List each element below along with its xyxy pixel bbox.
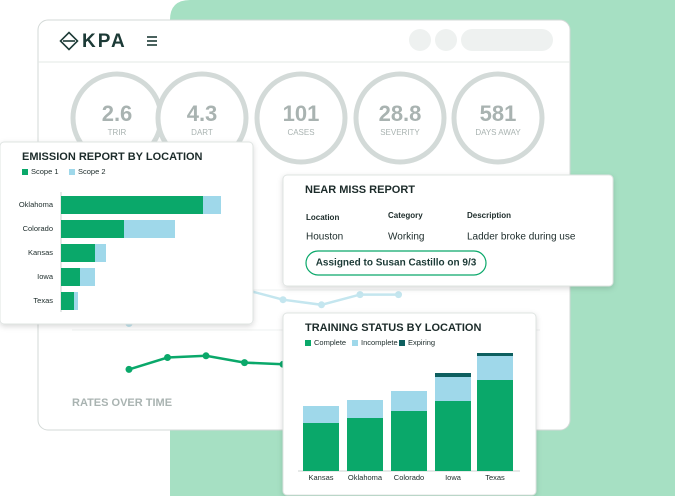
bar-segment bbox=[347, 418, 383, 471]
legend-swatch bbox=[22, 169, 28, 175]
bar-segment bbox=[95, 244, 106, 262]
bar-segment bbox=[303, 406, 339, 423]
bar-segment bbox=[391, 391, 427, 411]
x-tick-label: Texas bbox=[485, 473, 505, 482]
header-button[interactable] bbox=[435, 29, 457, 51]
bar-segment bbox=[435, 373, 471, 377]
cell: Houston bbox=[306, 232, 343, 243]
menu-icon[interactable] bbox=[147, 36, 157, 46]
logo-diamond bbox=[59, 31, 79, 51]
line-point bbox=[164, 354, 171, 361]
assignment-text: Assigned to Susan Castillo on 9/3 bbox=[316, 258, 477, 269]
bar-segment bbox=[61, 244, 95, 262]
line-point bbox=[241, 359, 248, 367]
line-point bbox=[318, 301, 325, 309]
line-point bbox=[279, 296, 287, 304]
y-tick-label: Kansas bbox=[28, 248, 53, 257]
legend-swatch bbox=[352, 340, 358, 346]
chart-title: RATES OVER TIME bbox=[72, 397, 172, 409]
kpi-label: CASES bbox=[287, 128, 314, 137]
legend-swatch bbox=[69, 169, 75, 175]
y-tick-label: Colorado bbox=[23, 224, 53, 233]
logo-mark bbox=[59, 31, 79, 51]
training-panel: TRAINING STATUS BY LOCATION Complete Inco… bbox=[282, 312, 537, 496]
bar-segment bbox=[347, 400, 383, 418]
bar-segment bbox=[74, 292, 78, 310]
chart-title: EMISSION REPORT BY LOCATION bbox=[22, 151, 203, 163]
assignment-button[interactable] bbox=[305, 250, 487, 276]
kpi-label: TRIR bbox=[108, 128, 127, 137]
bar-segment bbox=[391, 411, 427, 471]
kpi-value: 581 bbox=[480, 101, 517, 126]
bar-segment bbox=[203, 196, 221, 214]
bar-segment bbox=[303, 423, 339, 471]
bar-segment bbox=[435, 401, 471, 471]
kpi-ring bbox=[451, 71, 545, 165]
bar-segment bbox=[61, 196, 203, 214]
bar-segment bbox=[435, 377, 471, 401]
kpi-value: 101 bbox=[283, 101, 320, 126]
bar-segment bbox=[477, 353, 513, 356]
kpi-value: 28.8 bbox=[379, 101, 422, 126]
y-tick-label: Oklahoma bbox=[19, 200, 54, 209]
line-point bbox=[125, 365, 133, 373]
kpi-label: DAYS AWAY bbox=[475, 128, 521, 137]
legend-label: Complete bbox=[314, 338, 346, 347]
x-tick-label: Iowa bbox=[445, 473, 462, 482]
column-header: Category bbox=[388, 211, 423, 220]
cell: Working bbox=[388, 232, 425, 243]
search-box[interactable] bbox=[461, 29, 553, 51]
bar-segment bbox=[124, 220, 175, 238]
chart-title: TRAINING STATUS BY LOCATION bbox=[305, 322, 481, 334]
kpi-ring bbox=[353, 71, 447, 165]
kpi-row: 2.6 TRIR 4.3 DART 101 CASES 28.8 SEVERITY 581 DAY… bbox=[70, 71, 545, 165]
bar-segment bbox=[61, 292, 74, 310]
kpi-label: SEVERITY bbox=[380, 128, 420, 137]
legend-label: Expiring bbox=[408, 338, 435, 347]
x-tick-label: Colorado bbox=[394, 473, 424, 482]
column-header: Location bbox=[306, 213, 339, 222]
legend-label: Incomplete bbox=[361, 338, 398, 347]
kpi-value: 4.3 bbox=[187, 101, 218, 126]
x-tick-label: Oklahoma bbox=[348, 473, 383, 482]
kpi-value: 2.6 bbox=[102, 101, 133, 126]
bar-segment bbox=[477, 356, 513, 380]
y-tick-label: Texas bbox=[33, 296, 53, 305]
panel-title: NEAR MISS REPORT bbox=[305, 184, 415, 196]
near-miss-panel: NEAR MISS REPORT Location Category Descr… bbox=[282, 174, 614, 287]
bar-segment bbox=[477, 380, 513, 471]
bar-segment bbox=[61, 268, 80, 286]
y-tick-label: Iowa bbox=[37, 272, 54, 281]
logo-text: KPA bbox=[82, 31, 127, 52]
bar-segment bbox=[80, 268, 95, 286]
bar-segment bbox=[61, 220, 124, 238]
x-tick-label: Kansas bbox=[308, 473, 333, 482]
emission-panel: EMISSION REPORT BY LOCATION Scope 1 Scope… bbox=[0, 141, 254, 325]
kpi-label: DART bbox=[191, 128, 213, 137]
legend-label: Scope 2 bbox=[78, 167, 106, 176]
line-point bbox=[395, 291, 402, 299]
line-point bbox=[202, 352, 210, 360]
column-header: Description bbox=[467, 211, 511, 220]
kpi-ring bbox=[254, 71, 348, 165]
legend-label: Scope 1 bbox=[31, 167, 59, 176]
header-button[interactable] bbox=[409, 29, 431, 51]
line-point bbox=[356, 291, 364, 299]
cell: Ladder broke during use bbox=[467, 232, 576, 243]
legend-swatch bbox=[399, 340, 405, 346]
legend-swatch bbox=[305, 340, 311, 346]
